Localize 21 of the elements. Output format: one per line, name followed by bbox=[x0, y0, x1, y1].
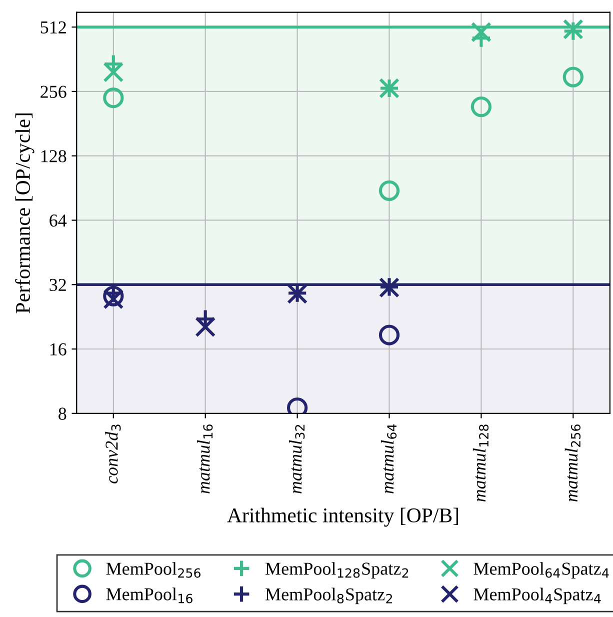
legend-label: MemPool$_{16}$ bbox=[106, 588, 192, 604]
y-tick-label: 16 bbox=[50, 343, 66, 356]
x-axis-title: Arithmetic intensity [OP/B] bbox=[227, 508, 458, 527]
legend-label: MemPool$_{8}$Spatz$_{2}$ bbox=[266, 588, 392, 604]
x-tick-label: matmul$_{128}$ bbox=[472, 424, 489, 502]
legend-label: MemPool$_{256}$ bbox=[106, 562, 200, 578]
y-tick-label: 128 bbox=[41, 150, 66, 162]
x-tick-label: matmul$_{16}$ bbox=[197, 424, 213, 494]
x-tick-label: matmul$_{256}$ bbox=[564, 424, 581, 502]
x-tick-label: conv2d$_{3}$ bbox=[105, 424, 121, 484]
y-tick-label: 64 bbox=[50, 214, 67, 227]
y-tick-label: 256 bbox=[40, 86, 66, 98]
y-tick-label: 8 bbox=[58, 408, 66, 420]
y-axis-title: Performance [OP/cycle] bbox=[15, 113, 34, 314]
legend-label: MemPool$_{64}$Spatz$_{4}$ bbox=[474, 562, 609, 578]
y-tick-label: 32 bbox=[50, 278, 66, 292]
x-tick-label: matmul$_{32}$ bbox=[289, 424, 305, 494]
x-tick-label: matmul$_{64}$ bbox=[380, 424, 397, 494]
legend-label: MemPool$_{128}$Spatz$_{2}$ bbox=[266, 562, 408, 578]
y-tick-label: 512 bbox=[40, 21, 66, 34]
legend-label: MemPool$_{4}$Spatz$_{4}$ bbox=[474, 588, 601, 604]
